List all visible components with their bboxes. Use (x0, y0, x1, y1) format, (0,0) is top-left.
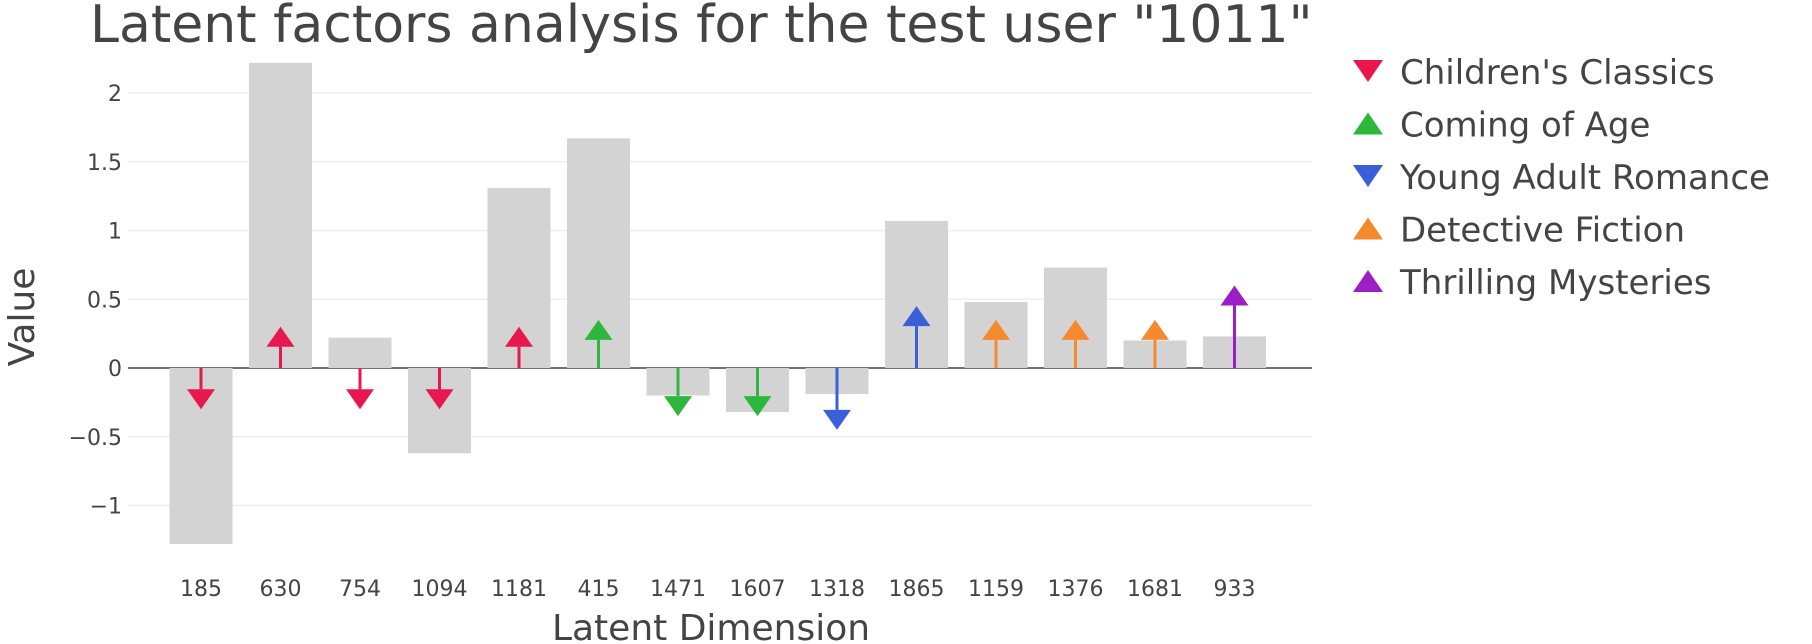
arrow-head (823, 409, 851, 430)
y-tick-label: 1.5 (87, 151, 122, 176)
x-tick-label: 1607 (730, 577, 786, 602)
arrow-marker (266, 326, 295, 368)
x-tick-label: 1376 (1048, 577, 1104, 602)
legend: Children's Classics Coming of Age Young Ad… (1353, 53, 1770, 303)
arrow-layer (187, 285, 1249, 430)
arrow-marker (982, 319, 1010, 368)
legend-marker-icon (1353, 217, 1383, 240)
legend-item: Thrilling Mysteries (1353, 263, 1712, 303)
x-tick-label: 1159 (968, 577, 1024, 602)
x-tick-label: 1181 (491, 577, 547, 602)
arrow-marker (346, 368, 374, 410)
chart-title: Latent factors analysis for the test use… (90, 0, 1313, 55)
arrow-head (902, 306, 931, 327)
legend-marker-icon (1353, 165, 1383, 187)
legend-item: Detective Fiction (1353, 211, 1685, 251)
y-tick-label: −0.5 (69, 426, 122, 451)
x-tick-label: 1471 (650, 577, 706, 602)
arrow-head (743, 396, 772, 417)
x-tick-label: 185 (180, 577, 222, 602)
y-tick-layer: −1 −0.5 0 0.5 1 1.5 2 (69, 82, 122, 520)
arrow-head (664, 396, 692, 417)
arrow-head (505, 326, 533, 347)
arrow-head (584, 319, 613, 340)
arrow-marker (743, 368, 772, 417)
y-axis-title: Value (2, 268, 43, 367)
legend-marker-icon (1353, 60, 1383, 82)
bar-layer (169, 62, 1266, 544)
arrow-marker (187, 368, 215, 410)
arrow-head (187, 389, 215, 410)
arrow-marker (505, 326, 533, 368)
arrow-marker (1220, 285, 1249, 368)
arrow-marker (425, 368, 454, 410)
x-tick-label: 415 (578, 577, 620, 602)
legend-marker-icon (1353, 270, 1383, 292)
legend-label: Young Adult Romance (1399, 158, 1770, 198)
legend-label: Detective Fiction (1400, 211, 1685, 251)
arrow-head (1141, 319, 1169, 340)
y-tick-label: 2 (108, 82, 122, 107)
arrow-marker (1061, 319, 1090, 368)
arrow-head (1061, 319, 1090, 340)
grid-layer (128, 92, 1312, 507)
x-tick-label: 1318 (809, 577, 865, 602)
y-tick-label: 0.5 (87, 288, 122, 313)
legend-label: Children's Classics (1400, 53, 1715, 93)
arrow-marker (584, 319, 613, 368)
arrow-marker (664, 368, 692, 417)
arrow-head (425, 389, 454, 410)
y-tick-label: 0 (108, 357, 122, 382)
legend-item: Young Adult Romance (1353, 158, 1770, 198)
y-tick-label: 1 (108, 220, 122, 245)
bar (328, 337, 392, 368)
x-tick-label: 754 (339, 577, 381, 602)
y-tick-label: −1 (90, 495, 122, 520)
arrow-marker (1141, 319, 1169, 368)
x-tick-layer: 185 630 754 1094 1181 415 1471 1607 1318 1865 1159… (180, 577, 1256, 602)
x-tick-label: 1094 (412, 577, 468, 602)
bar (249, 62, 312, 368)
x-tick-label: 1865 (889, 577, 945, 602)
arrow-head (982, 319, 1010, 340)
legend-label: Coming of Age (1400, 106, 1650, 146)
x-tick-label: 933 (1214, 577, 1256, 602)
arrow-marker (823, 368, 851, 430)
arrow-marker (902, 306, 931, 368)
arrow-head (266, 326, 295, 347)
legend-item: Coming of Age (1353, 106, 1650, 146)
arrow-head (1220, 285, 1249, 306)
x-tick-label: 630 (260, 577, 302, 602)
x-axis-title: Latent Dimension (552, 608, 870, 644)
legend-marker-icon (1353, 112, 1383, 135)
x-tick-label: 1681 (1127, 577, 1183, 602)
arrow-head (346, 389, 374, 410)
legend-item: Children's Classics (1353, 53, 1715, 93)
legend-label: Thrilling Mysteries (1399, 263, 1712, 303)
